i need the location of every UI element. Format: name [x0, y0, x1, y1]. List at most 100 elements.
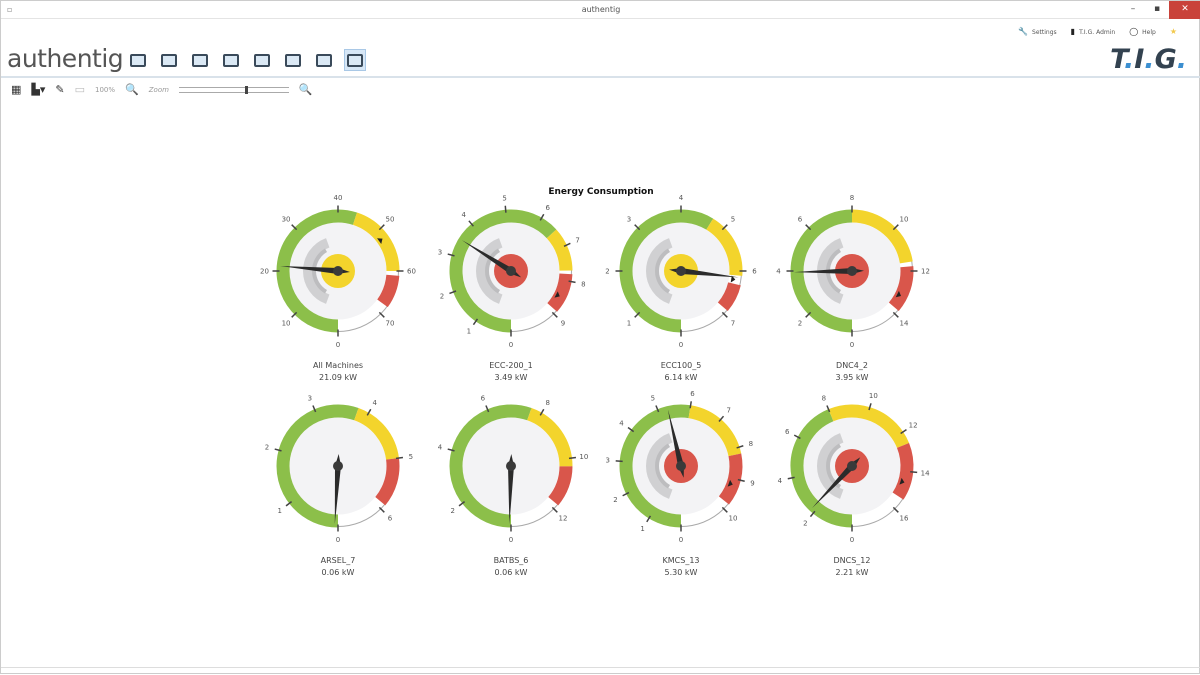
gauge-name: All Machines [313, 361, 363, 370]
gauge-value: 6.14 kW [665, 373, 698, 382]
gauge-tick-label: 2 [613, 496, 617, 504]
minimize-button[interactable]: – [1130, 4, 1136, 14]
gauge: 0 2 4 6 8 10 12 BATBS_6 0.06 kW [438, 395, 589, 577]
gauge-tick [378, 224, 385, 231]
gauge-tick [563, 242, 571, 247]
save-icon[interactable]: ▭ [74, 83, 86, 96]
gauge-tick [622, 491, 630, 497]
zoom-100-button[interactable]: 100% [95, 85, 116, 94]
gauge-tick-label: 0 [509, 536, 513, 544]
nav-view-6-button[interactable] [282, 49, 304, 71]
gauge-marker [730, 275, 736, 283]
gauge-zone-yellow [851, 209, 913, 264]
layout-icon[interactable]: ▦ [11, 83, 22, 96]
gauge-tick [892, 311, 899, 318]
gauge-tick [892, 224, 899, 231]
gauge-zone-green [790, 209, 853, 333]
gauge-tick [447, 253, 455, 257]
gauge-zone-red [547, 273, 573, 312]
favorite-button[interactable]: ★ [1170, 27, 1181, 36]
gauge-zone-green [619, 404, 691, 528]
app-logo: authentig [7, 44, 124, 73]
gauge-tick-label: 1 [467, 328, 471, 336]
nav-view-7-button[interactable] [313, 49, 335, 71]
gauge: 0 2 4 6 8 10 12 14 DNC4_2 3.95 kW [776, 194, 930, 382]
gauge-tick [655, 405, 660, 413]
gauge-tick [458, 501, 466, 507]
gauge-tick [634, 224, 641, 231]
gauge-tick [721, 224, 728, 231]
gauge-needle [334, 454, 341, 524]
gauge-tick-label: 9 [561, 319, 565, 327]
gauge-zone-green [276, 404, 359, 528]
gauge-tick-label: 0 [509, 341, 513, 349]
pencil-icon[interactable]: ✎ [55, 83, 65, 96]
gauge-needle-hub [676, 461, 686, 471]
gauge-tick [504, 205, 507, 213]
nav-view-2-button[interactable] [158, 49, 180, 71]
gauge: 0 1 2 3 4 5 6 ARSEL_7 0.06 kW [265, 395, 413, 577]
gauge-needle [508, 454, 514, 524]
gauge-value: 21.09 kW [319, 373, 357, 382]
gauge-name: DNC4_2 [836, 361, 868, 370]
gauge-zone-red [375, 457, 400, 506]
gauge-tick [568, 280, 576, 284]
gauge-tick [689, 401, 692, 409]
gauge-tick [910, 470, 918, 474]
gauge-tick [718, 415, 725, 423]
gauge-tick-label: 10 [282, 319, 291, 327]
settings-label: Settings [1032, 29, 1057, 36]
gauge-tick-label: 7 [727, 407, 731, 415]
zoom-slider-thumb[interactable] [244, 85, 248, 94]
view-3-icon [192, 53, 208, 67]
gauge-name: DNCS_12 [834, 556, 871, 565]
user-link[interactable]: ▮ T.I.G. Admin [1071, 27, 1116, 36]
chart-title: Energy Consumption [548, 187, 654, 197]
gauge-tick [472, 318, 479, 326]
gauge-tick [793, 434, 801, 440]
settings-link[interactable]: 🔧 Settings [1018, 27, 1057, 36]
gauge-tick-label: 6 [388, 514, 393, 522]
gauge-tick-label: 0 [679, 536, 683, 544]
zoom-label: Zoom [148, 85, 169, 94]
gauge-tick [634, 311, 641, 318]
gauge-value: 3.95 kW [836, 373, 869, 382]
gauge-zone-red [548, 466, 573, 506]
gauge-tick-label: 6 [798, 216, 803, 224]
gauge-zone-green [449, 209, 557, 333]
gauge-value: 0.06 kW [495, 568, 528, 577]
gauge-zone-green [790, 409, 853, 528]
settings-icon: 🔧 [1018, 27, 1029, 36]
gauge-tick-label: 50 [386, 216, 395, 224]
gauge-tick-label: 6 [546, 204, 551, 212]
system-menu-icon[interactable]: ▫ [7, 5, 13, 14]
edit-toolbar: ▦ ▙▾ ✎ ▭ 100% 🔍 Zoom 🔍 [11, 83, 313, 96]
gauge-tick-label: 4 [776, 268, 781, 276]
image-dropdown-icon[interactable]: ▙▾ [31, 83, 46, 96]
nav-view-5-button[interactable] [251, 49, 273, 71]
close-button[interactable]: ✕ [1169, 1, 1200, 19]
gauge-tick [737, 478, 745, 483]
nav-view-1-button[interactable] [127, 49, 149, 71]
gauge-needle [667, 409, 684, 478]
gauge-tick-label: 4 [373, 399, 378, 407]
help-link[interactable]: ◯ Help [1129, 27, 1156, 36]
gauge-tick-label: 12 [559, 514, 568, 522]
nav-view-3-button[interactable] [189, 49, 211, 71]
maximize-button[interactable]: ▪ [1153, 4, 1161, 14]
gauge-zone-yellow [352, 212, 400, 272]
gauge-tick [291, 224, 298, 231]
nav-view-4-button[interactable] [220, 49, 242, 71]
gauge-tick [721, 506, 728, 513]
gauge-tick-label: 7 [731, 319, 735, 327]
gauge-zone-green [449, 404, 532, 528]
zoom-in-icon[interactable]: 🔍 [298, 83, 313, 96]
zoom-out-icon[interactable]: 🔍 [125, 83, 139, 96]
nav-view-8-button[interactable] [344, 49, 366, 71]
gauge-tick [826, 405, 831, 413]
gauge-inner-arc [655, 248, 671, 294]
gauge-name: ARSEL_7 [321, 556, 356, 565]
zoom-slider[interactable] [178, 85, 289, 94]
gauge-tick [395, 456, 404, 460]
gauge-tick-label: 1 [640, 525, 644, 533]
